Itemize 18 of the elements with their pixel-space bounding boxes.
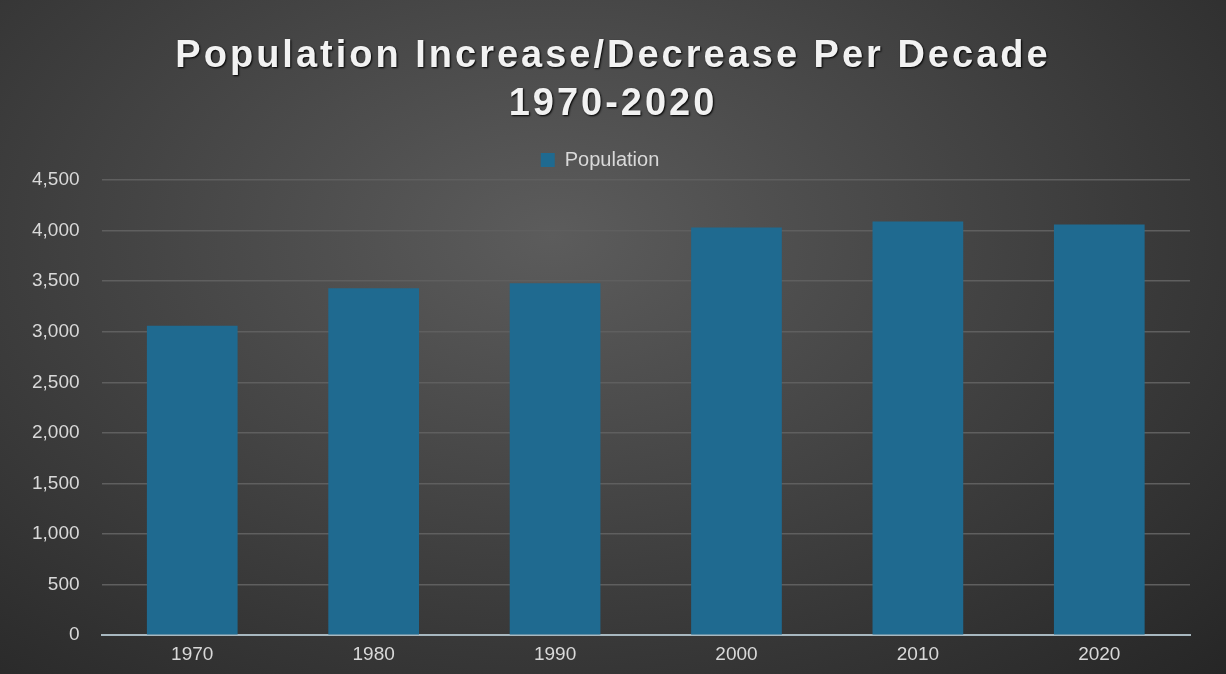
y-tick-label: 500 bbox=[47, 572, 80, 594]
x-tick-label: 2020 bbox=[1078, 642, 1121, 664]
y-tick-label: 3,000 bbox=[32, 319, 80, 341]
x-tick-label: 1980 bbox=[352, 642, 395, 664]
x-tick-label: 2000 bbox=[715, 642, 758, 664]
y-tick-label: 0 bbox=[68, 623, 80, 645]
legend-label: Population bbox=[564, 147, 660, 170]
chart-title: Population Increase/Decrease Per Decade 1970-2020 bbox=[174, 32, 1052, 125]
y-tick-label: 4,000 bbox=[32, 218, 80, 240]
y-tick-label: 1,500 bbox=[32, 471, 80, 493]
y-tick-label: 3,500 bbox=[32, 269, 80, 291]
x-tick-label: 1990 bbox=[533, 642, 577, 664]
x-tick-label: 1970 bbox=[171, 642, 214, 664]
x-tick-label: 2010 bbox=[896, 642, 940, 664]
y-tick-label: 2,500 bbox=[32, 370, 80, 392]
y-tick-label: 1,000 bbox=[32, 522, 80, 544]
y-tick-label: 4,500 bbox=[32, 168, 80, 190]
y-tick-label: 2,000 bbox=[32, 421, 80, 443]
